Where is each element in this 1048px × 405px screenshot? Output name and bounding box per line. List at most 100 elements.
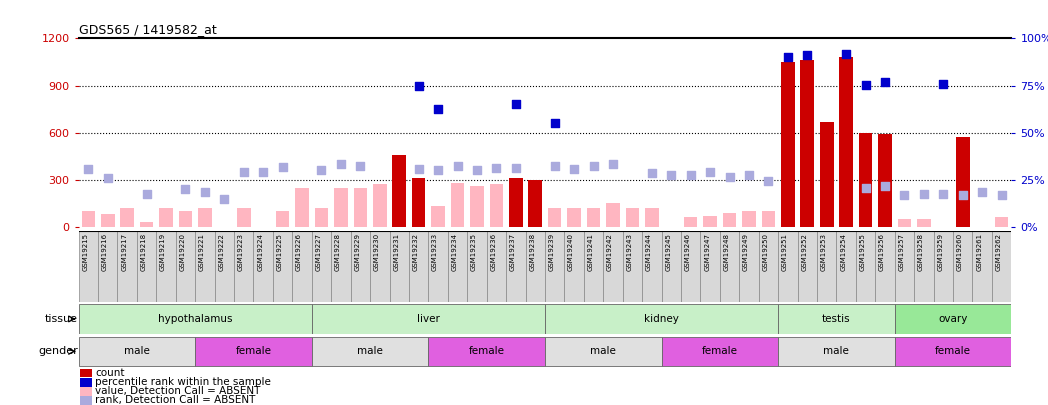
Point bbox=[468, 166, 485, 173]
Point bbox=[837, 51, 854, 58]
Text: GDS565 / 1419582_at: GDS565 / 1419582_at bbox=[79, 23, 216, 36]
Bar bbox=[995, 217, 1008, 227]
Text: GSM19259: GSM19259 bbox=[937, 233, 943, 271]
Bar bbox=[79, 231, 99, 302]
Bar bbox=[858, 133, 872, 227]
Bar bbox=[778, 305, 895, 334]
Bar bbox=[878, 134, 892, 227]
Text: GSM19252: GSM19252 bbox=[802, 233, 807, 271]
Point bbox=[780, 54, 796, 61]
Bar bbox=[509, 178, 523, 227]
Point bbox=[566, 166, 583, 172]
Text: female: female bbox=[935, 346, 971, 356]
Point bbox=[546, 120, 563, 126]
Bar bbox=[195, 337, 312, 366]
Bar bbox=[895, 305, 1011, 334]
Text: GSM19258: GSM19258 bbox=[918, 233, 924, 271]
Text: GSM19217: GSM19217 bbox=[122, 233, 127, 271]
Bar bbox=[137, 231, 156, 302]
Bar bbox=[762, 211, 776, 227]
Text: GSM19232: GSM19232 bbox=[413, 233, 418, 271]
Point bbox=[255, 168, 271, 175]
Text: value, Detection Call = ABSENT: value, Detection Call = ABSENT bbox=[95, 386, 261, 396]
Text: GSM19243: GSM19243 bbox=[627, 233, 632, 271]
Bar bbox=[798, 231, 817, 302]
Text: GSM19234: GSM19234 bbox=[452, 233, 458, 271]
Bar bbox=[934, 231, 953, 302]
Bar bbox=[759, 231, 778, 302]
Point bbox=[216, 195, 233, 202]
Bar bbox=[81, 378, 91, 387]
Text: testis: testis bbox=[822, 314, 851, 324]
Text: GSM19253: GSM19253 bbox=[821, 233, 827, 271]
Bar bbox=[276, 211, 289, 227]
Point bbox=[643, 170, 660, 177]
Text: male: male bbox=[824, 346, 849, 356]
Point bbox=[546, 163, 563, 170]
Bar bbox=[781, 62, 794, 227]
Bar bbox=[234, 231, 254, 302]
Bar bbox=[254, 231, 272, 302]
Text: kidney: kidney bbox=[645, 314, 679, 324]
Bar bbox=[895, 337, 1011, 366]
Text: GSM19237: GSM19237 bbox=[509, 233, 516, 271]
Point bbox=[702, 168, 719, 175]
Bar bbox=[272, 231, 292, 302]
Point bbox=[955, 192, 971, 199]
Text: GSM19256: GSM19256 bbox=[879, 233, 885, 271]
Point bbox=[450, 163, 466, 170]
Text: GSM19250: GSM19250 bbox=[763, 233, 768, 271]
Point bbox=[138, 191, 155, 197]
Bar bbox=[914, 231, 934, 302]
Point bbox=[410, 82, 427, 89]
Bar bbox=[528, 180, 542, 227]
Bar bbox=[432, 207, 445, 227]
Bar bbox=[545, 337, 661, 366]
Bar bbox=[312, 231, 331, 302]
Text: GSM19241: GSM19241 bbox=[588, 233, 593, 271]
Bar bbox=[429, 337, 545, 366]
Text: GSM19220: GSM19220 bbox=[179, 233, 185, 271]
Point bbox=[663, 172, 680, 178]
Bar bbox=[528, 196, 542, 227]
Bar bbox=[801, 60, 814, 227]
Bar bbox=[778, 337, 895, 366]
Text: GSM19245: GSM19245 bbox=[665, 233, 672, 271]
Text: percentile rank within the sample: percentile rank within the sample bbox=[95, 377, 271, 387]
Bar bbox=[81, 369, 91, 377]
Point bbox=[100, 175, 116, 181]
Text: GSM19246: GSM19246 bbox=[684, 233, 691, 271]
Bar bbox=[626, 208, 639, 227]
Bar bbox=[178, 211, 192, 227]
Bar bbox=[81, 396, 91, 405]
Bar bbox=[314, 208, 328, 227]
Bar bbox=[817, 231, 836, 302]
Point bbox=[857, 81, 874, 88]
Bar bbox=[700, 231, 720, 302]
Bar bbox=[156, 231, 176, 302]
Bar bbox=[412, 203, 425, 227]
Bar bbox=[392, 155, 406, 227]
Bar bbox=[604, 231, 623, 302]
Text: GSM19254: GSM19254 bbox=[840, 233, 846, 271]
Bar bbox=[79, 337, 195, 366]
Text: GSM19228: GSM19228 bbox=[335, 233, 341, 271]
Bar bbox=[471, 186, 484, 227]
Point bbox=[682, 172, 699, 178]
Bar bbox=[898, 219, 912, 227]
Text: GSM19248: GSM19248 bbox=[723, 233, 729, 271]
Bar bbox=[101, 214, 114, 227]
Bar bbox=[370, 231, 390, 302]
Bar bbox=[81, 387, 91, 396]
Bar bbox=[390, 231, 409, 302]
Point bbox=[585, 163, 602, 170]
Point bbox=[799, 52, 815, 58]
Bar bbox=[117, 231, 137, 302]
Text: GSM19219: GSM19219 bbox=[160, 233, 166, 271]
Point bbox=[605, 161, 621, 167]
Text: GSM19218: GSM19218 bbox=[140, 233, 147, 271]
Point bbox=[430, 167, 446, 173]
Text: count: count bbox=[95, 368, 125, 378]
Bar bbox=[489, 184, 503, 227]
Point bbox=[935, 191, 952, 197]
